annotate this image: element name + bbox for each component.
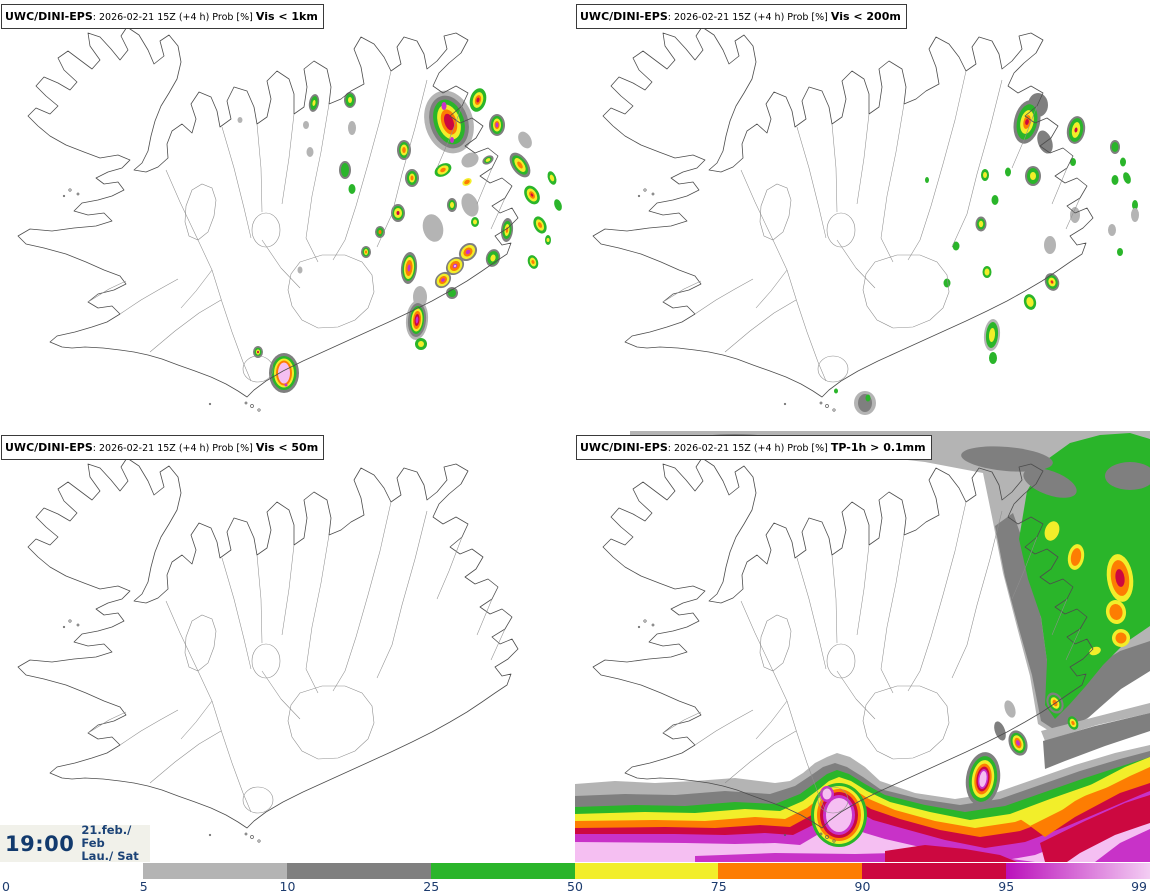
valid-time-box: 19:00 21.feb./ Feb Lau./ Sat: [0, 824, 150, 863]
probability-colorbar: 0 5 10 25 50 75 90 95 99: [0, 862, 1150, 894]
title-separator: :: [92, 443, 99, 454]
colorbar-tick: 25: [423, 879, 440, 894]
panel-vis-1km: UWC/DINI-EPS: 2026-02-21 15Z (+4 h) Prob…: [0, 0, 575, 431]
threshold-label: Vis < 1km: [255, 10, 318, 23]
run-info: 2026-02-21 15Z (+4 h) Prob [%]: [673, 443, 831, 454]
model-name: UWC/DINI-EPS: [5, 10, 93, 23]
colorbar-tick: 90: [854, 879, 871, 894]
title-separator: :: [92, 12, 99, 23]
colorbar-segment: [574, 863, 719, 879]
colorbar-tick: 50: [567, 879, 583, 894]
threshold-label: Vis < 200m: [830, 10, 901, 23]
valid-date-line1: 21.feb./ Feb: [81, 823, 132, 850]
colorbar-segment: [718, 863, 863, 879]
iceland-map: [592, 14, 1139, 415]
colorbar-tick: 5: [139, 879, 148, 894]
panel-title: UWC/DINI-EPS: 2026-02-21 15Z (+4 h) Prob…: [1, 4, 324, 29]
run-info: 2026-02-21 15Z (+4 h) Prob [%]: [673, 12, 831, 23]
valid-date: 21.feb./ Feb Lau./ Sat: [81, 824, 150, 863]
title-separator: :: [667, 443, 674, 454]
colorbar-segment: [143, 863, 287, 879]
colorbar-segments: [143, 863, 1150, 879]
colorbar-segment: [430, 863, 575, 879]
run-info: 2026-02-21 15Z (+4 h) Prob [%]: [98, 443, 256, 454]
iceland-map: [17, 14, 562, 412]
colorbar-segment: [286, 863, 431, 879]
panel-title: UWC/DINI-EPS: 2026-02-21 15Z (+4 h) Prob…: [576, 4, 907, 29]
valid-date-line2: Lau./ Sat: [81, 849, 139, 863]
threshold-label: TP-1h > 0.1mm: [830, 441, 926, 454]
valid-time: 19:00: [5, 831, 75, 856]
colorbar-tick: 99: [1131, 879, 1147, 894]
colorbar-segment: [862, 863, 1007, 879]
title-separator: :: [667, 12, 674, 23]
colorbar-tick: 10: [279, 879, 296, 894]
colorbar-tick: 95: [998, 879, 1015, 894]
panel-title: UWC/DINI-EPS: 2026-02-21 15Z (+4 h) Prob…: [576, 435, 932, 460]
model-name: UWC/DINI-EPS: [580, 441, 668, 454]
panel-title: UWC/DINI-EPS: 2026-02-21 15Z (+4 h) Prob…: [1, 435, 325, 460]
panel-vis-50m: UWC/DINI-EPS: 2026-02-21 15Z (+4 h) Prob…: [0, 431, 575, 862]
threshold-label: Vis < 50m: [255, 441, 319, 454]
panel-precip-prob: UWC/DINI-EPS: 2026-02-21 15Z (+4 h) Prob…: [575, 431, 1150, 862]
model-name: UWC/DINI-EPS: [580, 10, 668, 23]
run-info: 2026-02-21 15Z (+4 h) Prob [%]: [98, 12, 256, 23]
panel-vis-200m: UWC/DINI-EPS: 2026-02-21 15Z (+4 h) Prob…: [575, 0, 1150, 431]
colorbar-tick: 75: [710, 879, 727, 894]
colorbar-tick: 0: [2, 879, 10, 894]
model-name: UWC/DINI-EPS: [5, 441, 93, 454]
iceland-map: [17, 445, 519, 843]
iceland-map: [575, 431, 1150, 862]
colorbar-segment: [1006, 863, 1150, 879]
